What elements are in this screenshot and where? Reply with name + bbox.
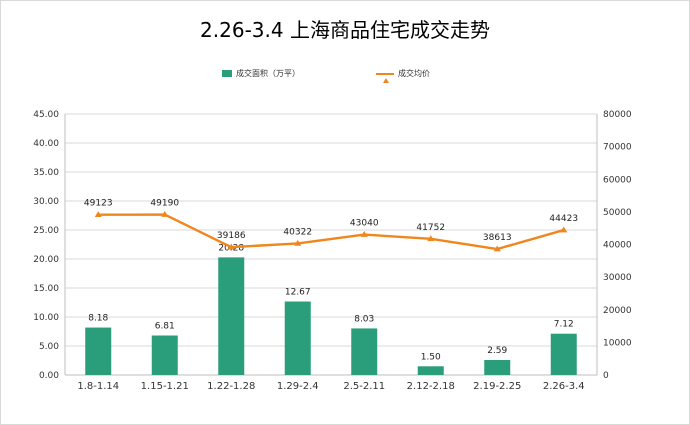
x-tick-label: 2.26-3.4 bbox=[543, 381, 585, 392]
line-data-label: 39186 bbox=[217, 231, 246, 241]
legend-swatch-line bbox=[376, 73, 394, 83]
line-data-label: 43040 bbox=[350, 219, 379, 229]
x-tick-label: 2.19-2.25 bbox=[473, 381, 521, 392]
bar-data-label: 2.59 bbox=[487, 346, 507, 356]
bar bbox=[151, 335, 178, 375]
bar bbox=[284, 301, 311, 375]
bar bbox=[417, 366, 444, 375]
line-data-label: 38613 bbox=[483, 233, 512, 243]
line-point bbox=[493, 245, 501, 252]
y-right-tick-label: 10000 bbox=[603, 338, 632, 348]
bar bbox=[218, 257, 245, 375]
y-left-tick-label: 10.00 bbox=[33, 313, 59, 323]
y-right-tick-label: 20000 bbox=[603, 306, 632, 316]
bar-data-label: 8.18 bbox=[88, 314, 108, 324]
x-tick-label: 1.8-1.14 bbox=[77, 381, 119, 392]
legend-swatch-marker bbox=[383, 78, 389, 83]
x-tick-label: 2.5-2.11 bbox=[343, 381, 385, 392]
x-tick-label: 1.22-1.28 bbox=[207, 381, 255, 392]
y-right-tick-label: 30000 bbox=[603, 273, 632, 283]
y-left-tick-label: 35.00 bbox=[33, 168, 59, 178]
line-data-label: 40322 bbox=[283, 227, 312, 237]
y-left-tick-label: 5.00 bbox=[39, 342, 59, 352]
price-line bbox=[98, 213, 565, 251]
x-tick-label: 1.29-2.4 bbox=[277, 381, 319, 392]
y-left-tick-label: 40.00 bbox=[33, 139, 59, 149]
y-left-tick-label: 45.00 bbox=[33, 110, 59, 120]
bar-data-label: 1.50 bbox=[421, 352, 441, 362]
y-right-tick-label: 50000 bbox=[603, 208, 632, 218]
line-point bbox=[560, 226, 568, 233]
line-point bbox=[227, 243, 235, 250]
line-point bbox=[427, 235, 435, 242]
line-data-label: 49190 bbox=[150, 199, 179, 209]
x-tick-label: 1.15-1.21 bbox=[141, 381, 189, 392]
line-point bbox=[294, 239, 302, 246]
legend-swatch-bar bbox=[222, 70, 232, 77]
y-left-tick-label: 25.00 bbox=[33, 226, 59, 236]
line-point bbox=[94, 211, 102, 218]
y-left-tick-label: 30.00 bbox=[33, 197, 59, 207]
y-left-tick-label: 20.00 bbox=[33, 255, 59, 265]
legend-label-price: 成交均价 bbox=[398, 69, 430, 78]
y-right-tick-label: 80000 bbox=[603, 110, 632, 120]
bar-data-label: 7.12 bbox=[554, 320, 574, 330]
line-point bbox=[360, 230, 368, 237]
bar bbox=[351, 328, 378, 375]
y-right-tick-label: 70000 bbox=[603, 143, 632, 153]
chart-title: 2.26-3.4 上海商品住宅成交走势 bbox=[200, 18, 490, 42]
bar-data-label: 12.67 bbox=[285, 288, 311, 298]
y-left-tick-label: 0.00 bbox=[39, 371, 59, 381]
y-right-tick-label: 60000 bbox=[603, 175, 632, 185]
legend: 成交面积（万平） 成交均价 bbox=[0, 66, 690, 83]
bar bbox=[484, 359, 511, 375]
bar bbox=[85, 327, 112, 375]
bar-data-label: 8.03 bbox=[354, 314, 374, 324]
line-point bbox=[161, 210, 169, 217]
line-data-label: 44423 bbox=[549, 214, 578, 224]
y-right-tick-label: 40000 bbox=[603, 241, 632, 251]
legend-label-area: 成交面积（万平） bbox=[236, 69, 300, 78]
y-left-tick-label: 15.00 bbox=[33, 284, 59, 294]
bar bbox=[550, 333, 577, 375]
bar-data-label: 6.81 bbox=[155, 322, 175, 332]
y-right-tick-label: 0 bbox=[603, 371, 609, 381]
x-tick-label: 2.12-2.18 bbox=[407, 381, 455, 392]
line-data-label: 41752 bbox=[416, 223, 445, 233]
line-data-label: 49123 bbox=[84, 199, 113, 209]
